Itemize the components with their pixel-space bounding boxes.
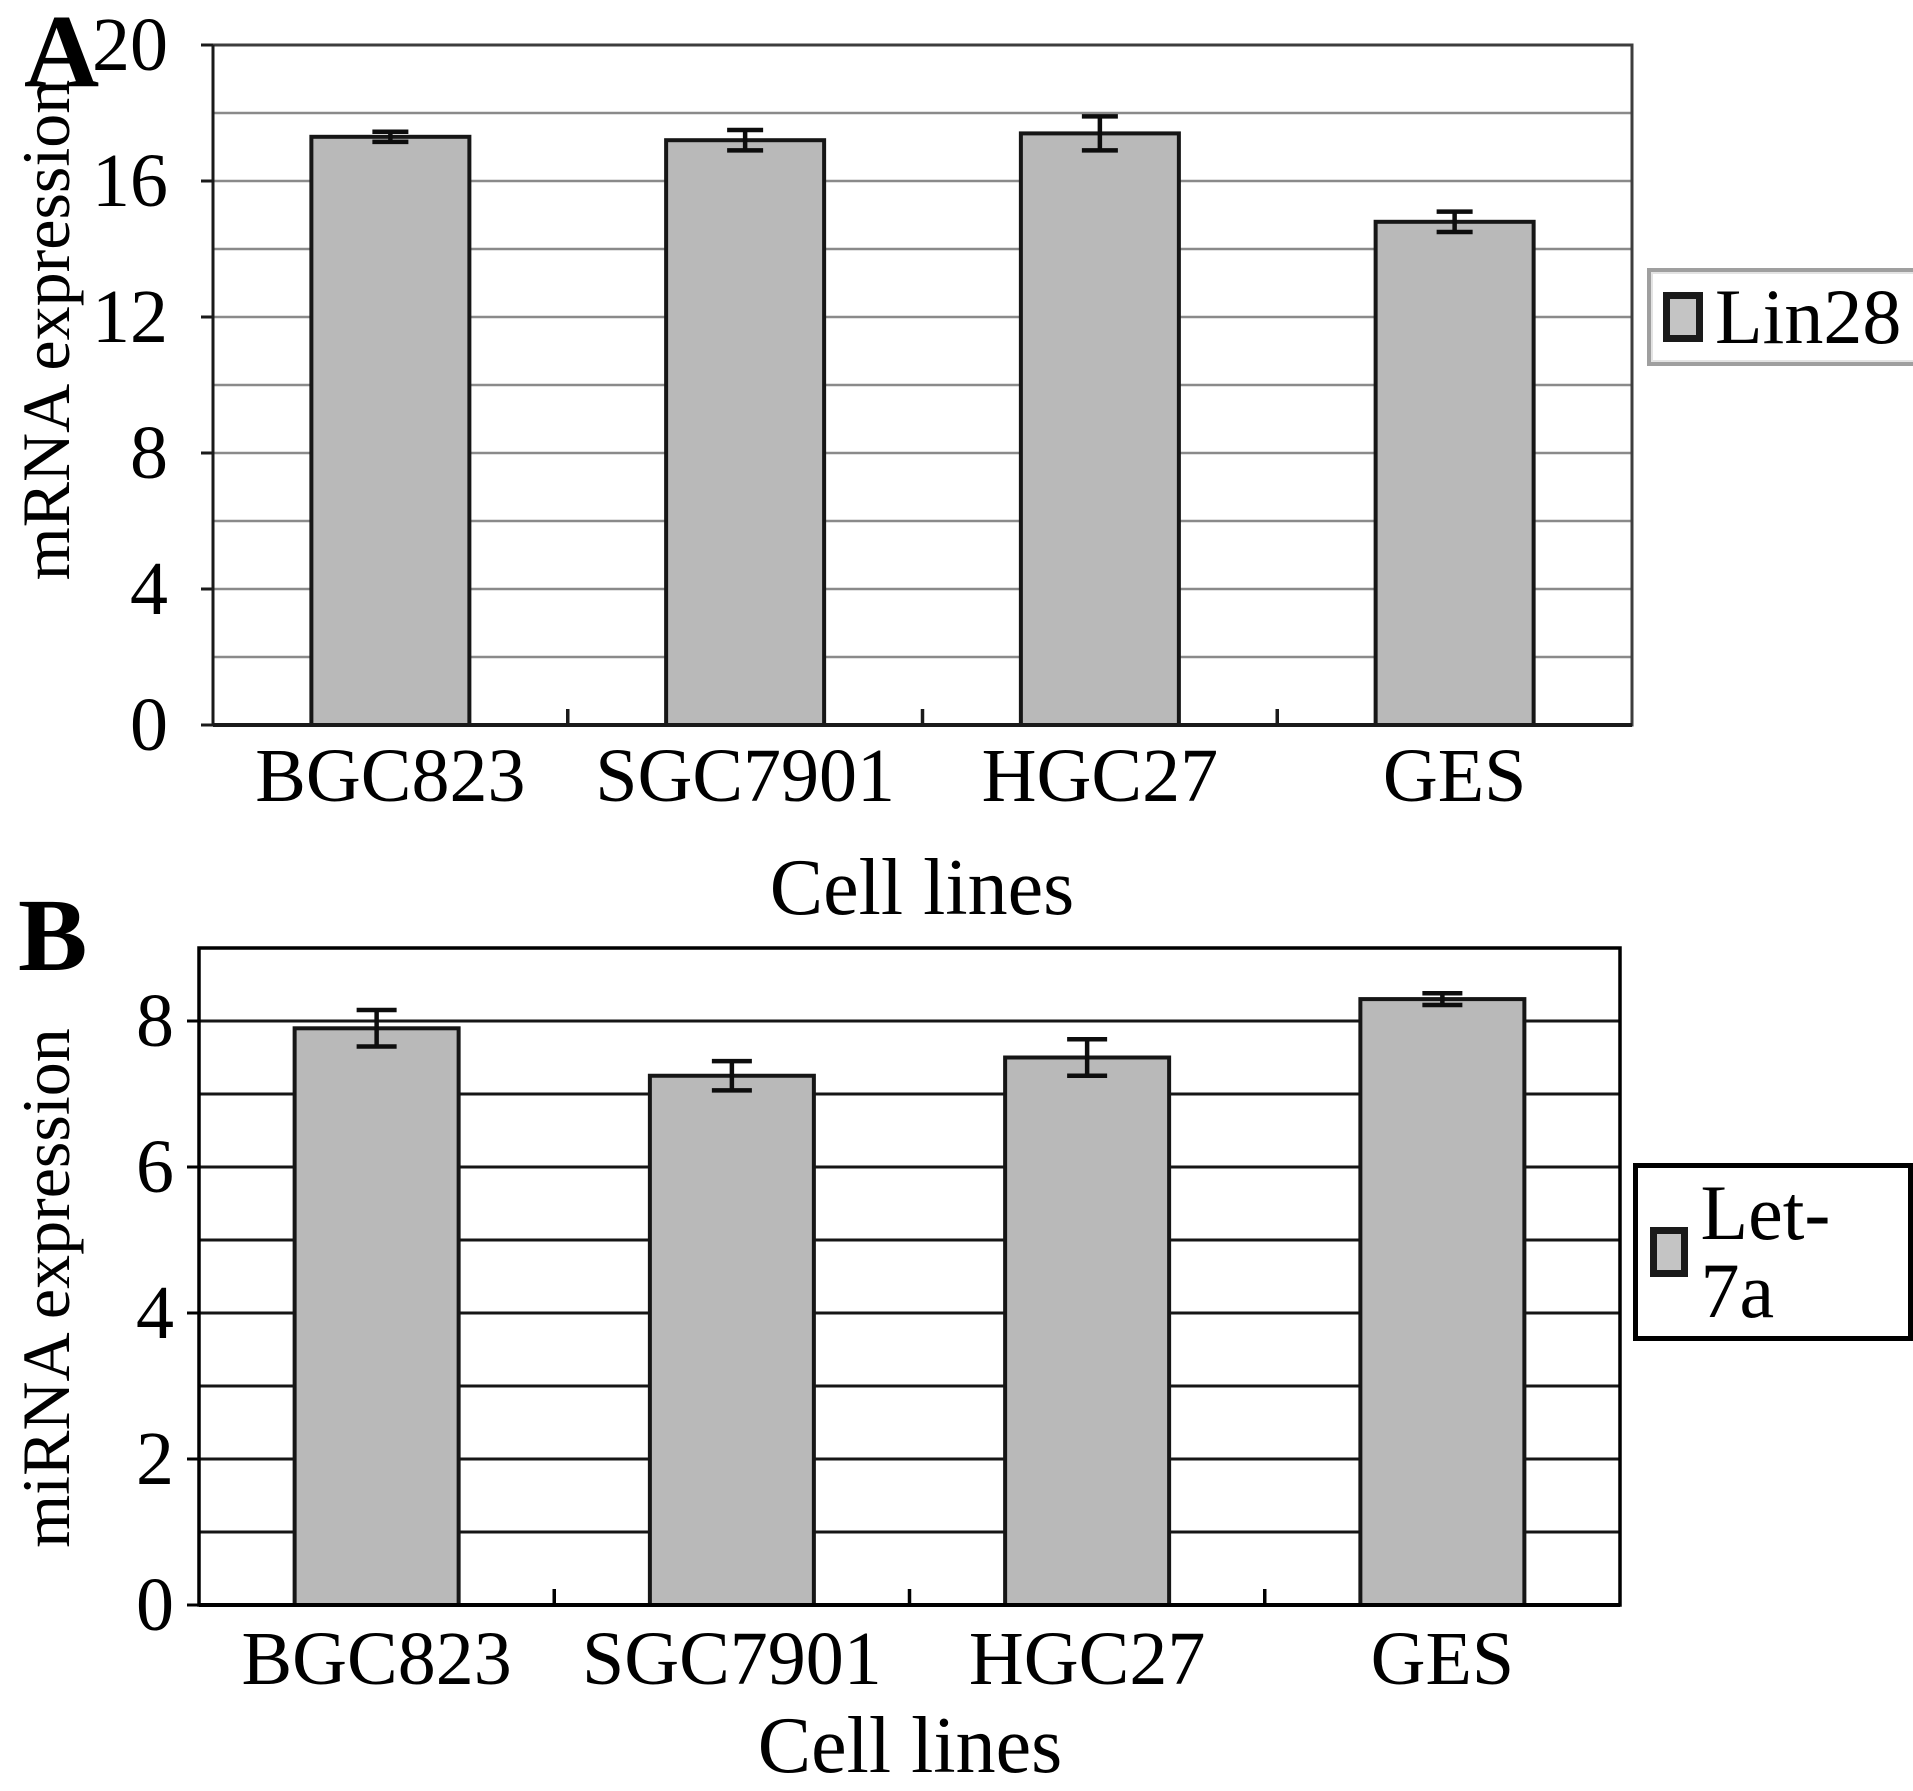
legend-label: Let-7a <box>1700 1169 1831 1334</box>
bar <box>1358 997 1527 1608</box>
y-tick-label: 8 <box>130 411 168 495</box>
x-category-label: SGC7901 <box>581 1617 882 1701</box>
bar <box>309 134 472 728</box>
y-tick-label: 6 <box>136 1125 174 1209</box>
legend-marker-icon <box>1663 292 1703 342</box>
y-tick-label: 0 <box>136 1563 174 1647</box>
y-tick-label: 2 <box>136 1417 174 1501</box>
legend-marker-icon <box>1650 1227 1689 1277</box>
x-axis-title: Cell lines <box>769 844 1075 932</box>
y-tick-label: 12 <box>92 275 168 359</box>
bar-chart-let7a <box>187 946 1622 1608</box>
bar <box>664 138 827 727</box>
legend-lin28: Lin28 <box>1647 268 1913 366</box>
x-category-label: BGC823 <box>255 734 526 818</box>
x-category-label: GES <box>1382 734 1527 818</box>
bar-chart-lin28 <box>201 43 1634 728</box>
y-tick-label: 16 <box>92 139 168 223</box>
panel-b-letter: B <box>18 878 88 993</box>
x-category-label: GES <box>1370 1617 1515 1701</box>
bar <box>647 1073 816 1607</box>
legend-label: Lin28 <box>1715 273 1902 360</box>
x-category-label: HGC27 <box>981 734 1219 818</box>
y-tick-label: 4 <box>136 1271 174 1355</box>
panel-a: A mRNA expression Cell lines Lin28 0 4 8 12… <box>0 0 1913 928</box>
bar <box>292 1026 461 1608</box>
x-category-label: HGC27 <box>968 1617 1206 1701</box>
x-axis-title: Cell lines <box>757 1702 1063 1790</box>
y-tick-label: 4 <box>130 547 168 631</box>
panel-a-letter: A <box>24 0 100 109</box>
y-tick-label: 0 <box>130 683 168 767</box>
y-tick-label: 8 <box>136 979 174 1063</box>
x-category-label: BGC823 <box>241 1617 512 1701</box>
legend-let7a: Let-7a <box>1633 1163 1913 1341</box>
x-category-label: SGC7901 <box>595 734 896 818</box>
bar <box>1373 219 1536 728</box>
bar <box>1018 131 1181 727</box>
bar <box>1003 1055 1172 1607</box>
y-tick-label: 20 <box>92 3 168 87</box>
